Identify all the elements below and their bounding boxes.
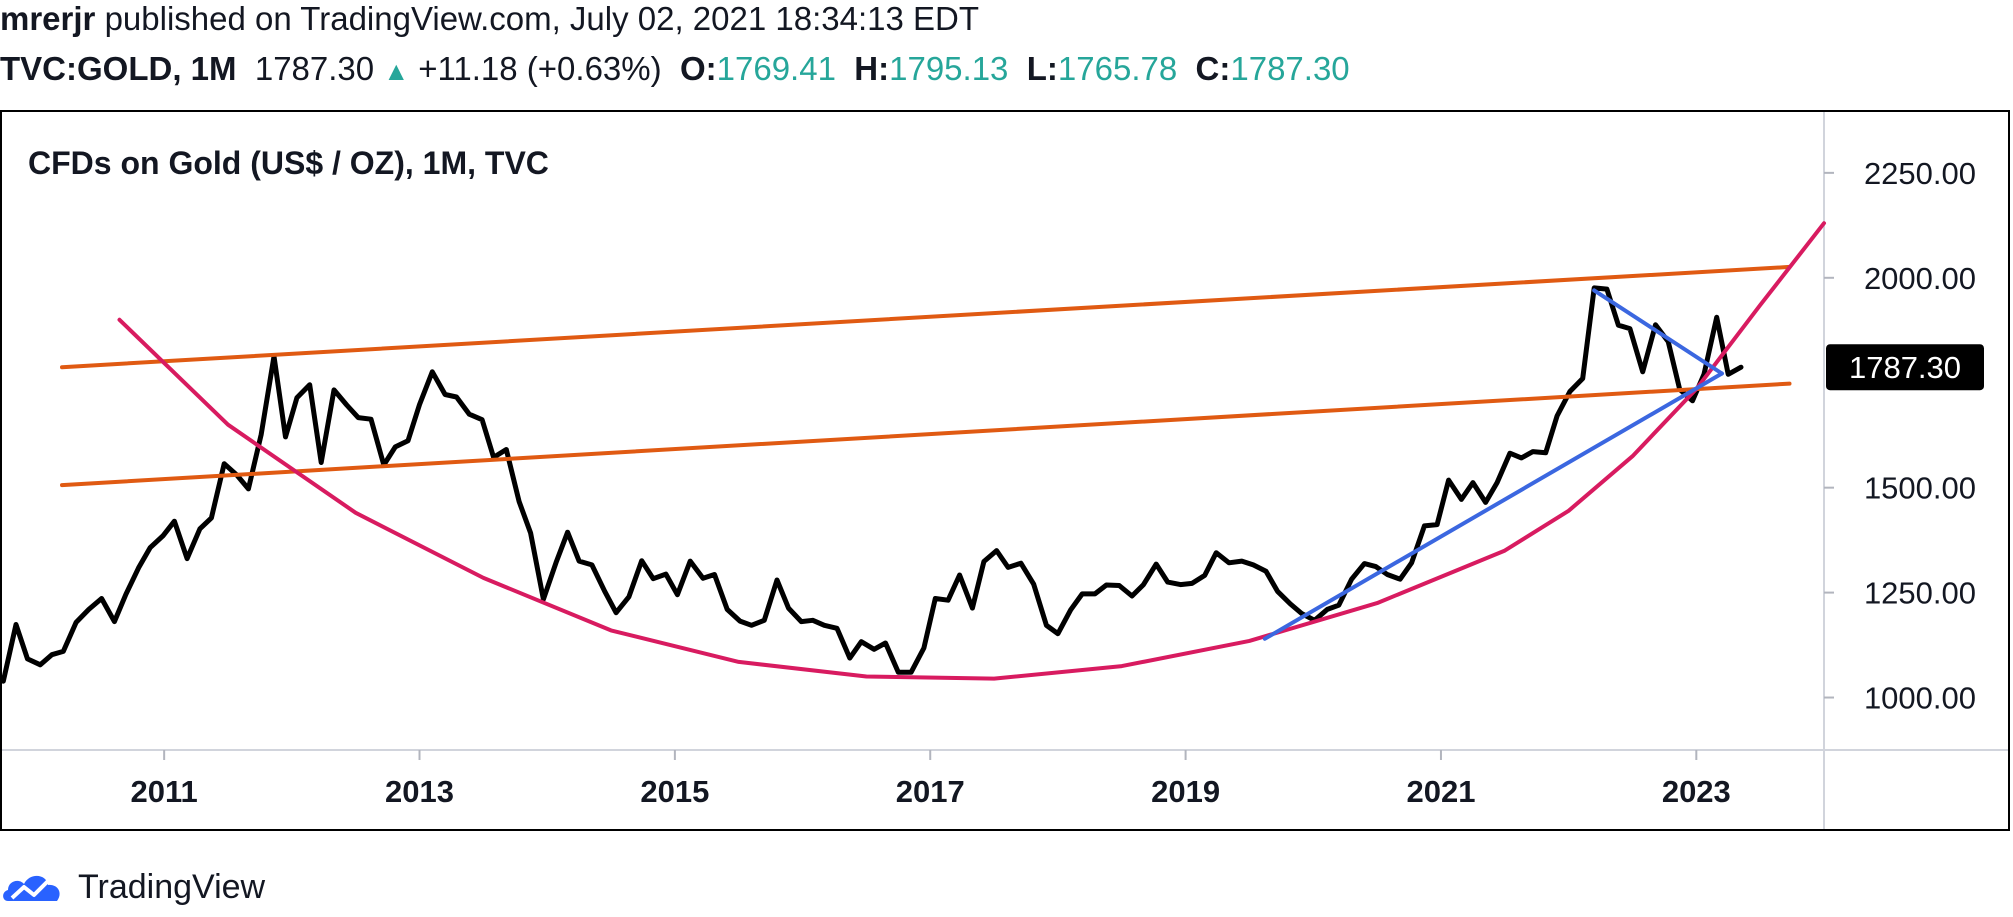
published-text: published on TradingView.com, July 02, 2…: [104, 0, 980, 37]
author-name: mrerjr: [0, 0, 96, 37]
symbol-label: TVC:GOLD, 1M: [0, 50, 237, 87]
y-tick-label: 1000.00: [1864, 681, 1976, 716]
x-tick-label: 2017: [896, 774, 965, 809]
y-tick-label: 2000.00: [1864, 261, 1976, 296]
x-tick-label: 2013: [385, 774, 454, 809]
low-value: 1765.78: [1057, 50, 1178, 87]
price-change: +11.18 (+0.63%): [418, 50, 662, 87]
last-price-tag: [1826, 344, 1984, 391]
y-tick-label: 1500.00: [1864, 471, 1976, 506]
open-value: 1769.41: [716, 50, 836, 87]
tradingview-brand[interactable]: TradingView: [78, 867, 266, 906]
y-tick-label: 1250.00: [1864, 576, 1976, 611]
x-tick-label: 2019: [1151, 774, 1220, 809]
y-tick-label: 2250.00: [1864, 156, 1976, 191]
x-tick-label: 2015: [640, 774, 709, 809]
trendline-4[interactable]: [1262, 371, 1724, 641]
publish-line: mrerjr published on TradingView.com, Jul…: [0, 0, 979, 38]
chart-frame[interactable]: CFDs on Gold (US$ / OZ), 1M, TVC 2011 201…: [0, 110, 2010, 831]
close-value: 1787.30: [1230, 50, 1350, 87]
high-label: H:: [854, 50, 890, 87]
price-chart[interactable]: CFDs on Gold (US$ / OZ), 1M, TVC 2011 201…: [2, 112, 2008, 829]
up-arrow-icon: ▲: [383, 56, 410, 86]
trendline-3[interactable]: [117, 221, 1826, 681]
symbol-quote-line: TVC:GOLD, 1M 1787.30 ▲ +11.18 (+0.63%) O…: [0, 48, 1350, 92]
x-tick-label: 2021: [1406, 774, 1475, 809]
last-price-tag-label: 1787.30: [1849, 350, 1961, 385]
chart-title: CFDs on Gold (US$ / OZ), 1M, TVC: [28, 145, 549, 181]
open-label: O:: [679, 50, 717, 87]
x-tick-label: 2023: [1662, 774, 1731, 809]
close-label: C:: [1195, 50, 1231, 87]
trendline-5[interactable]: [1592, 288, 1724, 376]
gold-price-line[interactable]: [2, 285, 1744, 684]
low-label: L:: [1026, 50, 1058, 87]
trendline-1[interactable]: [60, 264, 1792, 370]
footer: TradingView: [0, 862, 265, 912]
last-price: 1787.30: [254, 50, 375, 87]
x-tick-label: 2011: [131, 774, 198, 809]
high-value: 1795.13: [889, 50, 1009, 87]
trendline-2[interactable]: [60, 381, 1792, 488]
tradingview-cloud-icon[interactable]: [0, 867, 66, 907]
